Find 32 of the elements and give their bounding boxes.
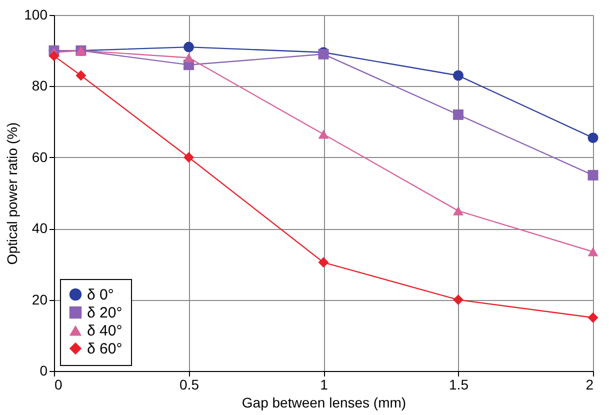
y-tick-label: 40	[32, 220, 48, 236]
point	[588, 170, 598, 180]
point	[318, 257, 329, 268]
y-axis-title: Optical power ratio (%)	[4, 122, 20, 265]
point	[453, 70, 464, 81]
point	[184, 42, 194, 52]
point	[588, 312, 598, 323]
x-tick-label: 1	[320, 376, 328, 392]
legend-label: δ 60°	[87, 340, 122, 358]
y-tick-label: 20	[32, 291, 48, 308]
x-tick-label: 0	[54, 376, 62, 392]
x-tick-label: 0.5	[180, 376, 200, 392]
x-tick-label: 2	[586, 376, 594, 392]
legend-label: δ 20°	[87, 304, 122, 322]
y-tick-label: 80	[32, 78, 48, 94]
point	[184, 152, 194, 163]
point	[184, 53, 194, 62]
legend-label: δ 0°	[87, 286, 114, 304]
y-tick-label: 100	[24, 6, 48, 22]
x-tick-label: 1.5	[449, 376, 469, 392]
point	[453, 109, 464, 120]
point	[76, 70, 86, 81]
y-tick-label: 60	[32, 148, 48, 165]
legend-label: δ 40°	[87, 322, 122, 340]
point	[453, 206, 464, 216]
x-axis-title: Gap between lenses (mm)	[242, 394, 406, 410]
point	[588, 132, 598, 144]
point	[48, 50, 60, 62]
point	[588, 247, 598, 256]
point	[453, 294, 464, 306]
point	[318, 130, 329, 139]
y-tick-label: 0	[40, 362, 48, 378]
